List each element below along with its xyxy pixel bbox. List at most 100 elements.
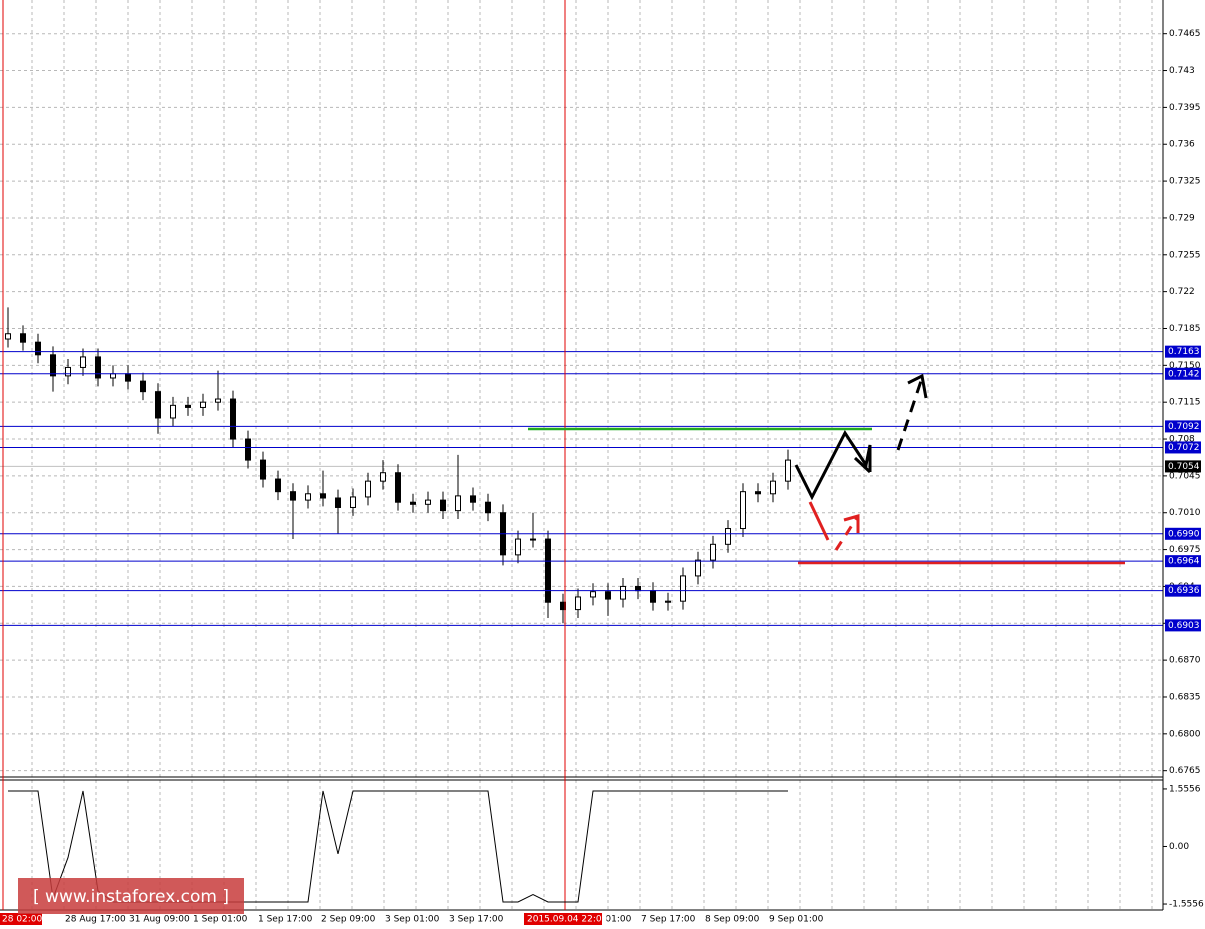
candle-body	[440, 499, 446, 512]
candle-body	[260, 459, 266, 480]
x-tick-label: 1 Sep 17:00	[258, 915, 313, 925]
y-tick-label: 0.7255	[1169, 250, 1201, 260]
level-label: 0.6903	[1168, 621, 1200, 631]
x-tick-label: 8 Sep 09:00	[705, 915, 760, 925]
alt-arrow	[834, 515, 860, 551]
crosshair-label-box	[524, 913, 602, 925]
candle-body	[395, 472, 401, 503]
current-price-label: 0.7054	[1168, 462, 1200, 472]
candle-body	[470, 495, 476, 503]
level-label: 0.7163	[1168, 347, 1200, 357]
y-tick-label: 1.5556	[1169, 784, 1201, 794]
candle-body	[170, 404, 176, 419]
candle-body	[785, 459, 791, 482]
candle-body	[515, 538, 521, 556]
y-tick-label: 0.7325	[1169, 177, 1201, 187]
y-tick-label: 0.722	[1169, 287, 1195, 297]
candle-body	[590, 591, 596, 598]
candle-body	[755, 491, 761, 495]
y-tick-label: 0.736	[1169, 140, 1195, 150]
level-label: 0.6964	[1168, 557, 1200, 567]
watermark-box	[18, 878, 244, 914]
x-tick-label: 3 Sep 17:00	[449, 915, 504, 925]
candle-body	[245, 438, 251, 461]
level-label-box	[1165, 527, 1201, 540]
price-panel: 0.7465 0.743 0.7395 0.736 0.7325 0.729 0.7255 0…	[0, 29, 1201, 776]
level-label-box	[1165, 555, 1201, 568]
y-tick-label: -1.5556	[1169, 900, 1204, 910]
candle-body	[110, 373, 116, 379]
y-tick-label: 0.7150	[1169, 361, 1201, 371]
x-tick-label: 31 Aug 09:00	[129, 915, 190, 925]
y-tick-label: 0.7115	[1169, 398, 1201, 408]
y-tick-label: 0.7465	[1169, 29, 1201, 39]
candle-body	[380, 472, 386, 482]
time-label-box	[0, 913, 42, 925]
x-tick-label: 1 Sep 01:00	[193, 915, 248, 925]
x-tick-label: 28 Aug 17:00	[65, 915, 126, 925]
candle-body	[35, 341, 41, 356]
candle-body	[650, 590, 656, 603]
y-tick-label: 0.729	[1169, 213, 1195, 223]
candle-body	[95, 356, 101, 379]
candle-body	[485, 501, 491, 514]
candle-body	[545, 538, 551, 603]
candle-body	[710, 543, 716, 561]
level-label: 0.7072	[1168, 443, 1200, 453]
candle-body	[740, 491, 746, 530]
candle-body	[215, 398, 221, 403]
current-price-box	[1165, 460, 1201, 473]
candle-body	[335, 497, 341, 508]
candle-body	[530, 538, 536, 541]
x-tick-label: 7 Sep 01:00	[577, 915, 632, 925]
x-tick-label: 9 Sep 01:00	[769, 915, 824, 925]
candle-body	[575, 596, 581, 611]
arrow-head	[843, 514, 860, 533]
candle-body	[185, 404, 191, 408]
y-tick-label: 0.6870	[1169, 656, 1201, 666]
level-label: 0.7092	[1168, 422, 1200, 432]
forecast-arrow	[794, 430, 872, 501]
candle-body	[140, 380, 146, 393]
x-tick-label: 3 Sep 01:00	[385, 915, 440, 925]
candle-body	[200, 401, 206, 408]
y-tick-label: 0.6835	[1169, 692, 1201, 702]
y-tick-label: 0.7045	[1169, 471, 1201, 481]
candle-body	[695, 559, 701, 577]
candle-body	[770, 480, 776, 495]
candle-body	[20, 333, 26, 343]
candle-body	[365, 480, 371, 498]
candle-body	[680, 575, 686, 602]
y-tick-label: 0.7185	[1169, 324, 1201, 334]
candle-body	[80, 356, 86, 368]
candle-body	[350, 496, 356, 508]
forecast-arrow	[853, 456, 872, 474]
y-tick-label: 0.7010	[1169, 508, 1201, 518]
y-tick-label: 0.743	[1169, 66, 1195, 76]
y-tick-label: 0.7395	[1169, 103, 1201, 113]
x-tick-label: 2 Sep 09:00	[321, 915, 376, 925]
x-tick-label: 7 Sep 17:00	[641, 915, 696, 925]
candle-body	[725, 528, 731, 545]
grid	[0, 0, 1163, 910]
crosshair-label: 2015.09.04 22:00	[527, 915, 608, 925]
candle-body	[665, 600, 671, 603]
arrow-head	[907, 373, 928, 399]
candle-body	[425, 499, 431, 505]
y-tick-label: 0.708	[1169, 435, 1195, 445]
level-label-box	[1165, 420, 1201, 433]
forecast-arrow-dashed	[896, 377, 924, 451]
candle-body	[50, 354, 56, 377]
y-tick-label: 0.6800	[1169, 729, 1201, 739]
level-label-box	[1165, 584, 1201, 597]
candle-body	[155, 391, 161, 419]
alt-arrow	[808, 501, 830, 541]
candle-body	[620, 585, 626, 600]
candle-body	[605, 591, 611, 600]
candle-body	[305, 493, 311, 501]
level-label: 0.7142	[1168, 369, 1200, 379]
watermark: [ www.instaforex.com ]	[33, 887, 229, 907]
level-label: 0.6936	[1168, 586, 1200, 596]
